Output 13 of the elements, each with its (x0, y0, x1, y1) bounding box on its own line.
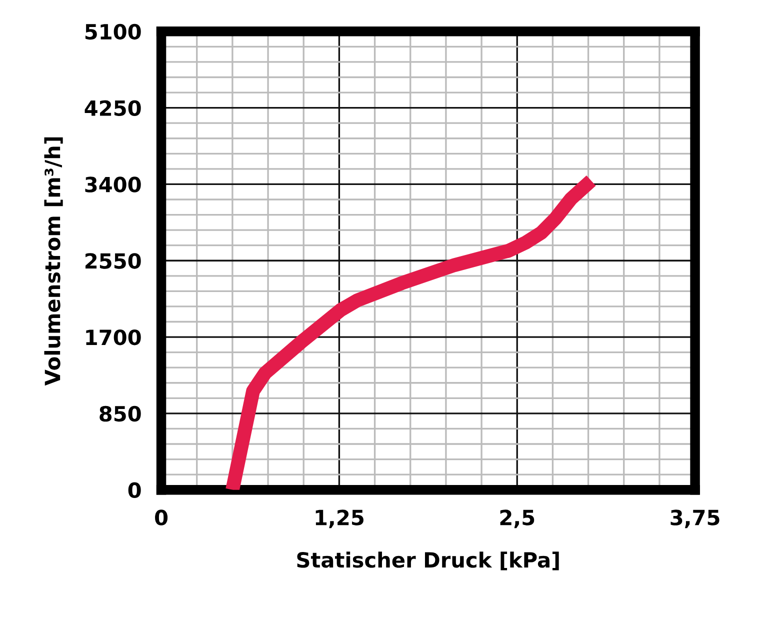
x-tick-label: 1,25 (316, 510, 364, 528)
x-axis-title: Statischer Druck [kPa] (297, 552, 559, 570)
x-tick-label: 2,5 (500, 510, 534, 528)
x-tick-label: 3,75 (670, 510, 720, 528)
y-tick-label: 5100 (85, 24, 141, 40)
y-tick-label: 4250 (84, 100, 141, 116)
y-tick-label: 3400 (85, 176, 141, 192)
y-tick-label: 2550 (86, 253, 141, 269)
y-tick-label: 0 (128, 482, 141, 498)
y-tick-label: 850 (100, 406, 141, 422)
x-tick-label: 0 (155, 510, 168, 526)
y-tick-label: 1700 (86, 329, 141, 346)
y-axis-title: Volumenstrom [m³/h] (44, 137, 63, 386)
